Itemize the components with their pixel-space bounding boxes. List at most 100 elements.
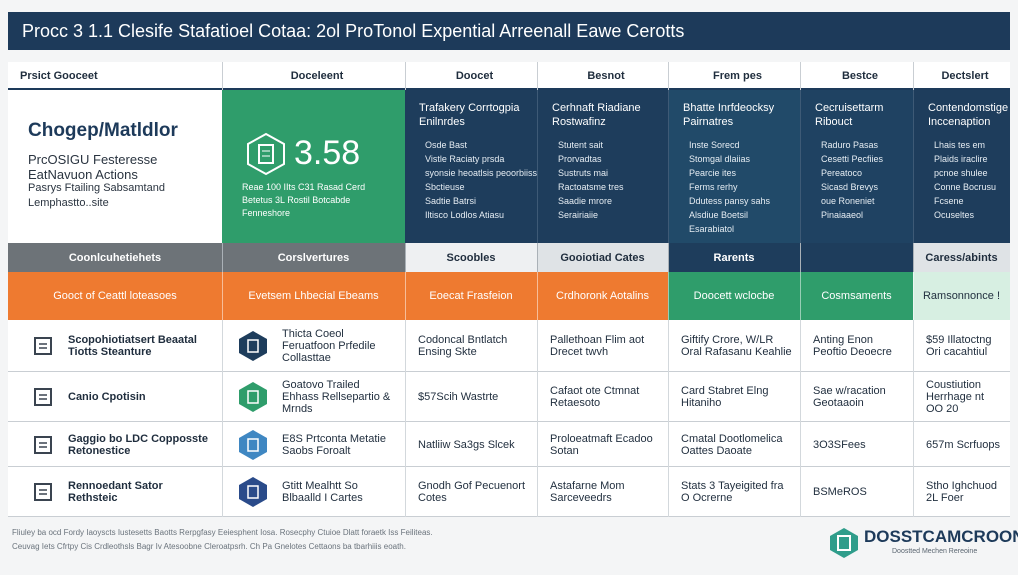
panel-title: Trafakery Corrtogpia xyxy=(419,102,520,114)
band-cell xyxy=(405,272,537,320)
logo-icon xyxy=(830,528,858,558)
band-label: Cosmsaments xyxy=(821,290,892,302)
metric-panel: 3.58 Reae 100 IIts C31 Rasad Cerd Betetus … xyxy=(222,90,405,243)
row-cell: Giftify Crore, W/LR Oral Rafasanu Keahli… xyxy=(668,320,800,372)
panel-subtitle: Pairnatres xyxy=(683,116,734,128)
panel-line: Iltisco Lodlos Atiasu xyxy=(425,210,505,220)
panel-line: Alsdiue Boetsil xyxy=(689,210,749,220)
header-row xyxy=(8,62,1010,90)
panel-title: Bhatte Inrfdeocksy xyxy=(683,102,775,114)
cell-icon xyxy=(239,429,267,460)
band-cell xyxy=(537,272,668,320)
panel-line: Ddutess pansy sahs xyxy=(689,196,771,206)
row-cell: Proloeatmaft Ecadoo Sotan xyxy=(537,422,668,467)
panel-line: Saadie mrore xyxy=(558,196,613,206)
row-cell: 657m Scrfuops xyxy=(913,422,1010,467)
row-cell: Stho Ighchuod 2L Foer xyxy=(913,467,1010,517)
panel-line: Pinaiaaeol xyxy=(821,210,864,220)
panel-line: Plaids iraclire xyxy=(934,154,988,164)
row-cell: Coustiution Herrhage nt OO 20 xyxy=(913,372,1010,422)
panel-line: Lhais tes em xyxy=(934,140,986,150)
row-cell: $59 Illatoctng Ori cacahtiul xyxy=(913,320,1010,372)
panel-line: Vistle Raciaty prsda xyxy=(425,154,505,164)
band-label: Evetsem Lhbecial Ebeams xyxy=(248,290,379,302)
footer-note: Ceuvag Iets Cfrtpy Cis Crdleothsls Bagr … xyxy=(12,542,406,551)
band-cell xyxy=(800,272,913,320)
band-label: Crdhoronk Aotalins xyxy=(556,290,649,302)
metric-value: 3.58 xyxy=(294,134,361,172)
panel-line: Stomgal dlaiias xyxy=(689,154,751,164)
highlight-line: EatNavuon Actions xyxy=(28,167,138,182)
row-cell: Anting Enon Peoftio Deoecre xyxy=(800,320,913,372)
row-cell: BSMeROS xyxy=(800,467,913,517)
cell-icon xyxy=(239,331,267,361)
section-cell xyxy=(8,243,222,272)
row-label: Canio Cpotisin xyxy=(68,391,146,403)
section-label: Scoobles xyxy=(446,251,496,264)
row-cell: Gnodh Gof Pecuenort Cotes xyxy=(405,467,537,517)
column-header: Prsict Gooceet xyxy=(20,70,98,82)
section-cell xyxy=(537,243,668,272)
row-cell: Card Stabret Elng Hitaniho xyxy=(668,372,800,422)
band-cell xyxy=(913,272,1010,320)
row-cell: Sae w/racation Geotaaoin xyxy=(800,372,913,422)
panel-line: Sbctieuse xyxy=(425,182,465,192)
panel-line: Serairiaiie xyxy=(558,210,599,220)
panel-subtitle: Ribouct xyxy=(815,116,853,128)
row-cell: Cmatal Dootlomelica Oattes Daoate xyxy=(668,422,800,467)
panel-title: Cerhnaft Riadiane xyxy=(552,102,641,114)
metric-line: Fenneshore xyxy=(242,208,291,218)
logo-tagline: Doostted Mechen Rereoine xyxy=(892,548,978,555)
column-header: Besnot xyxy=(537,62,668,90)
panel-line: pcnoe shulee xyxy=(934,168,988,178)
info-panel: Cerhnaft Riadiane Rostwafinz Stutent sait P… xyxy=(537,90,668,243)
metric-icon xyxy=(247,132,285,176)
row-cell: Cafaot ote Ctmnat Retaesoto xyxy=(537,372,668,422)
band-label: Doocett wclocbe xyxy=(693,290,775,302)
table-row xyxy=(8,372,1010,422)
panel-line: Esarabiatol xyxy=(689,224,735,234)
section-label: Caress/abints xyxy=(925,251,998,264)
panel-line: Conne Bocrusu xyxy=(934,182,997,192)
section-label: Corslvertures xyxy=(277,251,350,264)
panel-title: Contendomstige xyxy=(928,102,1009,114)
info-panel: Trafakery Corrtogpia Enilnrdes Osde Bast Vi… xyxy=(405,90,537,243)
title: Procc 3 1.1 Clesife Stafatioel Cotaa: 2o… xyxy=(22,21,685,41)
row-cell: Natliiw Sa3gs Slcek xyxy=(405,422,537,467)
section-label: Coonlcuhetiehets xyxy=(68,251,162,264)
column-header: Doceleent xyxy=(222,62,405,90)
panel-line: Pereatoco xyxy=(821,168,863,178)
band-cell xyxy=(8,272,222,320)
row-cell: Stats 3 Tayeigited fra O Ocrerne xyxy=(668,467,800,517)
logo-name: DOSSTCAMCROON xyxy=(864,527,1018,546)
metric-line: Betetus 3L Rostil Botcabde xyxy=(242,195,351,205)
row-cell: Codoncal Bntlatch Ensing Skte xyxy=(405,320,537,372)
band-label: Gooct of Ceattl loteasoes xyxy=(53,290,177,302)
highlight-line: Lemphastto..site xyxy=(28,197,109,209)
column-divider xyxy=(222,320,223,372)
title-bar: Procc 3 1.1 Clesife Stafatioel Cotaa: 2o… xyxy=(8,12,1010,50)
section-cell xyxy=(800,243,913,272)
panel-line: Prorvadtas xyxy=(558,154,602,164)
band-label: Eoecat Frasfeion xyxy=(429,290,513,302)
row-icon xyxy=(34,388,52,406)
metric-line: Reae 100 IIts C31 Rasad Cerd xyxy=(242,182,366,192)
info-panel: Cecruisettarm Ribouct Raduro Pasas Cesetti … xyxy=(800,90,913,243)
panel-line: Raduro Pasas xyxy=(821,140,879,150)
info-panel: Contendomstige Inccenaption Lhais tes em Pl… xyxy=(913,90,1010,243)
row-cell: 3O3SFees xyxy=(800,422,913,467)
panel-subtitle: Rostwafinz xyxy=(552,116,606,128)
row-cell: Goatovo Trailed Ehhass Rellsepartio & Mr… xyxy=(282,379,391,415)
section-cell xyxy=(913,243,1010,272)
highlight-line: PrcOSIGU Festeresse xyxy=(28,152,158,167)
cell-icon xyxy=(239,382,267,412)
highlight-panel: Chogep/Matldlor PrcOSIGU Festeresse EatNav… xyxy=(8,90,222,243)
table-row xyxy=(8,320,1010,372)
section-cell xyxy=(668,243,800,272)
section-cell xyxy=(222,243,405,272)
row-icon xyxy=(34,337,52,355)
column-header: Bestce xyxy=(800,62,913,90)
row-cell: Pallethoan Flim aot Drecet twvh xyxy=(537,320,668,372)
